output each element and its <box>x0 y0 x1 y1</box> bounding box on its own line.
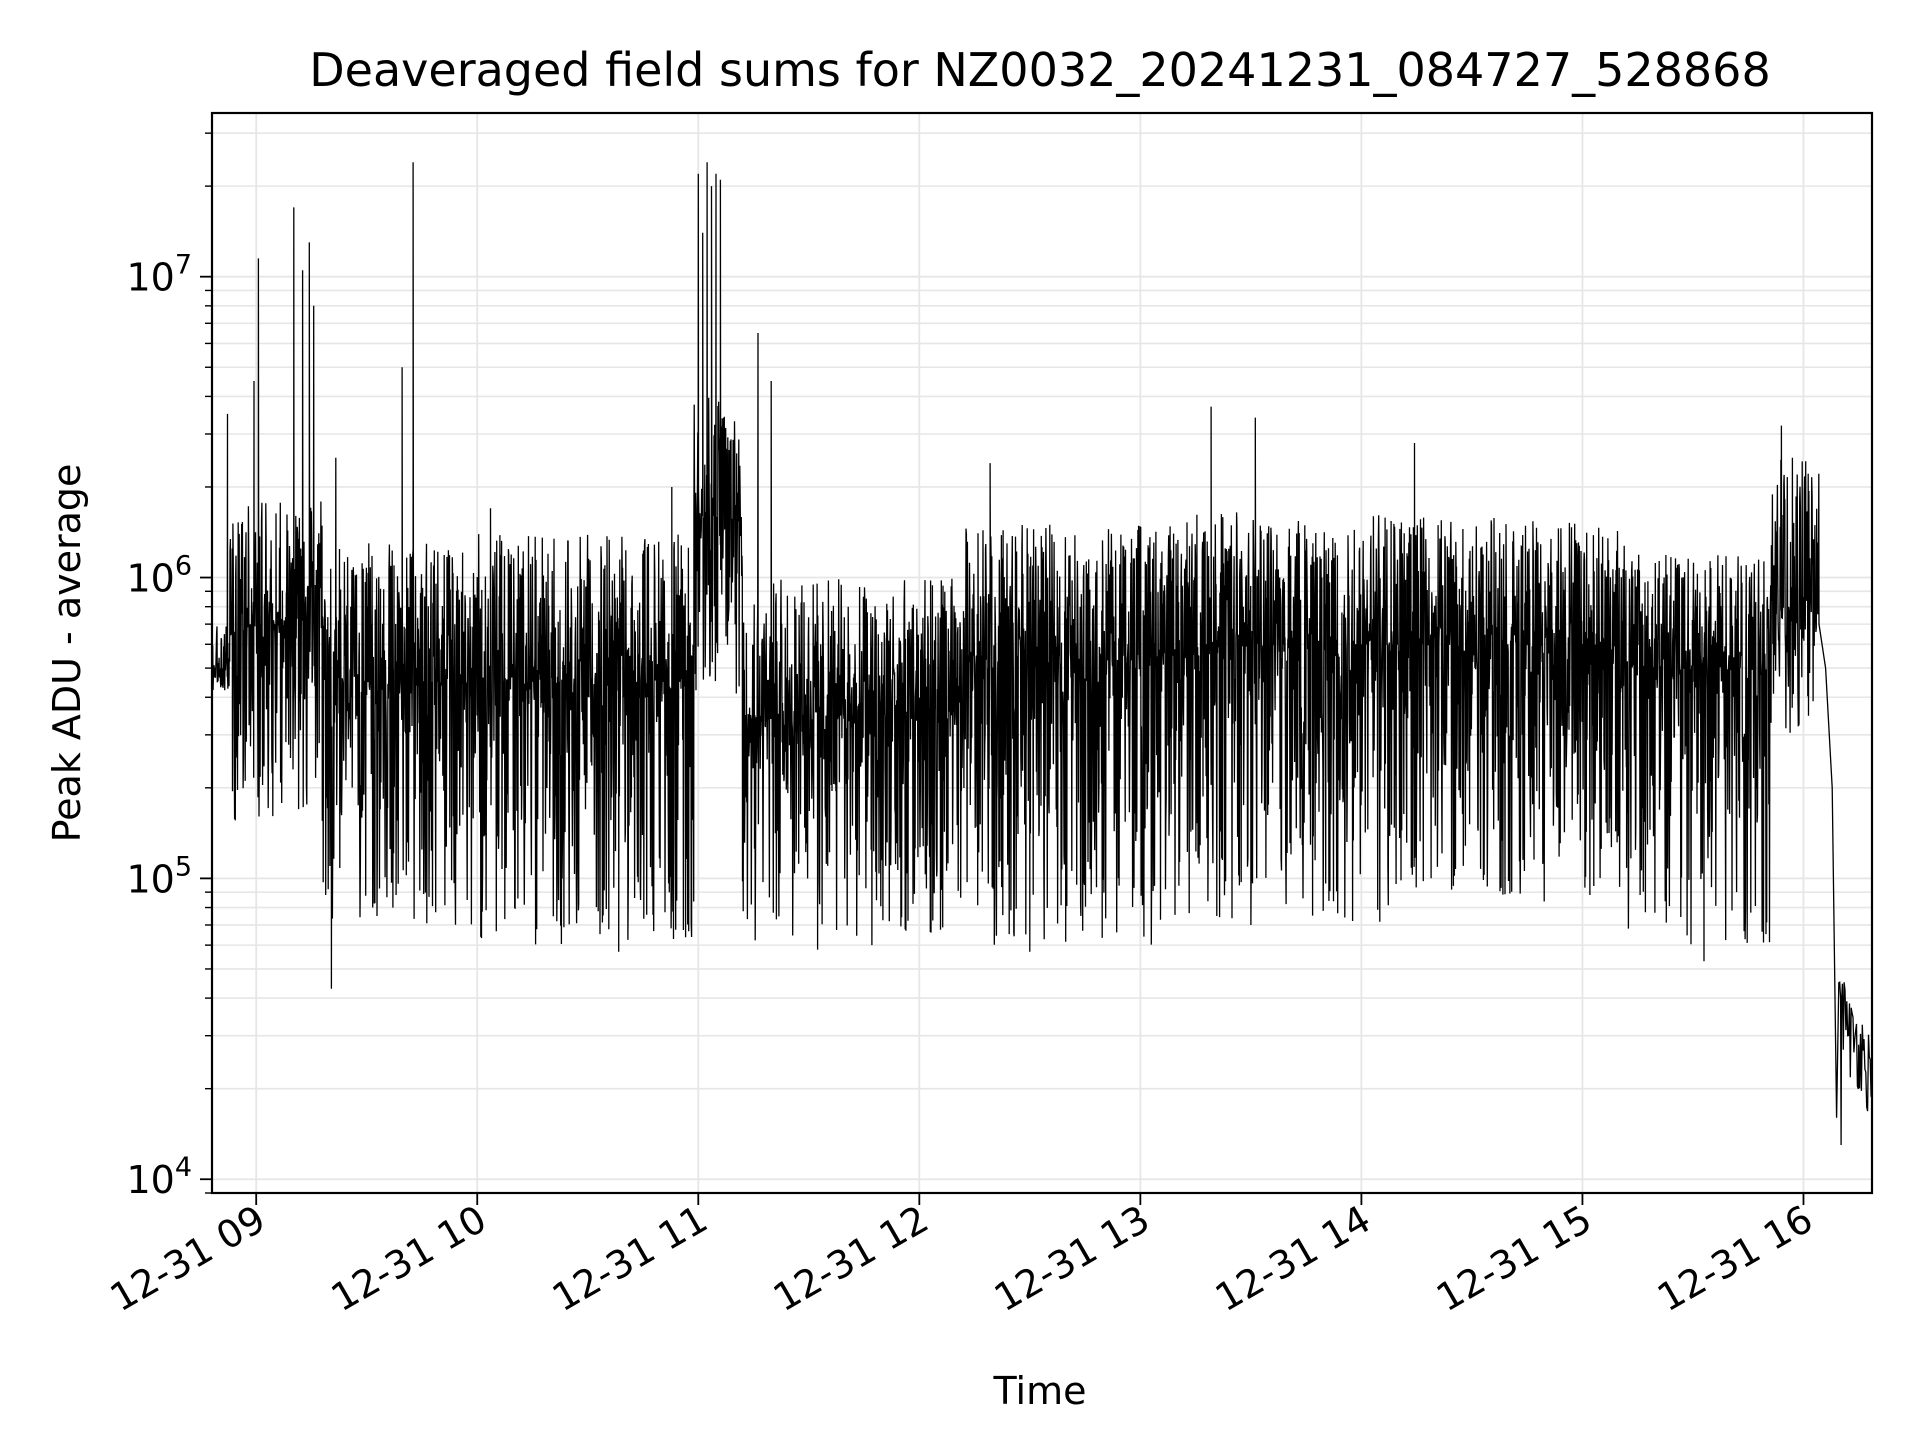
y-tick-label: 107 <box>126 250 192 300</box>
y-tick-label: 104 <box>126 1152 192 1202</box>
chart-title: Deaveraged field sums for NZ0032_2024123… <box>309 43 1770 97</box>
y-axis-label: Peak ADU - average <box>45 464 89 843</box>
series-line <box>211 162 1873 1146</box>
y-tick-label: 105 <box>126 851 192 901</box>
axis-ticks <box>200 132 1805 1205</box>
y-tick-label: 106 <box>126 551 192 601</box>
x-axis-label: Time <box>993 1369 1087 1413</box>
series-line-group <box>211 162 1873 1146</box>
plot-frame <box>210 111 1874 1195</box>
